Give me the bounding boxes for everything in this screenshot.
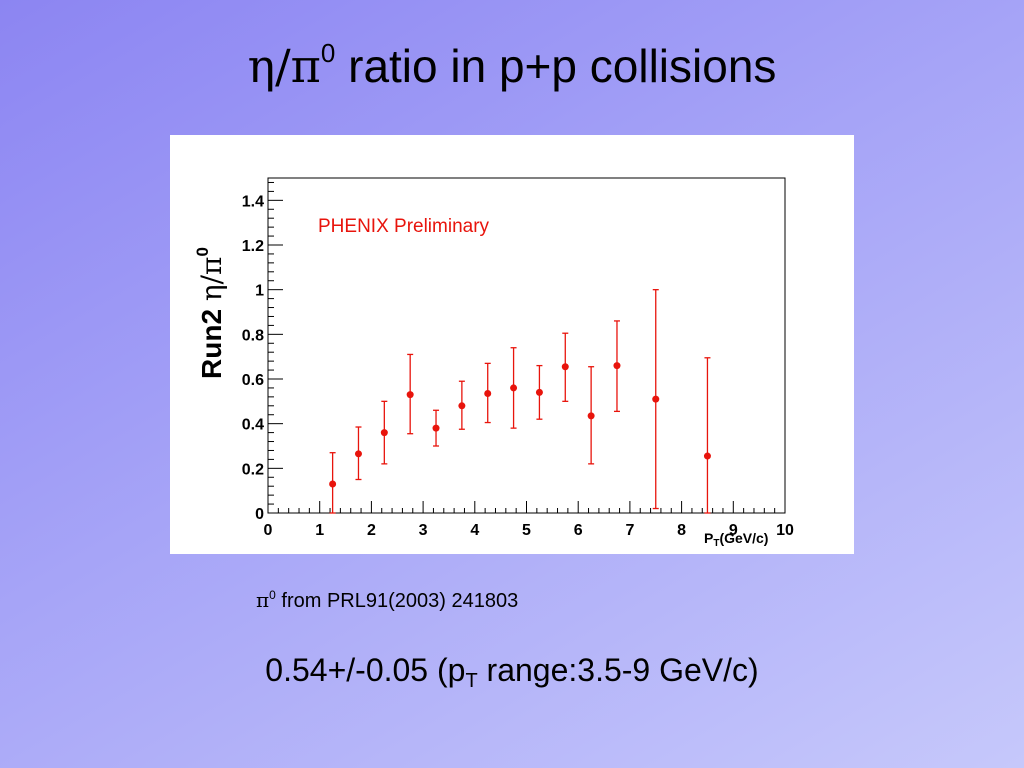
x-axis-label-rest: (GeV/c) [719,530,768,546]
data-point [613,362,621,370]
x-tick-label: 3 [419,522,428,539]
y-tick-label: 1.2 [242,238,264,255]
source-symbol: π [256,588,270,612]
y-tick-label: 0.2 [242,461,264,478]
y-tick-label: 0 [255,506,264,523]
x-axis-label: PT(GeV/c) [704,530,768,549]
data-point [652,395,660,403]
data-point [329,480,337,488]
source-text: from PRL91(2003) 241803 [275,590,519,612]
x-tick-label: 8 [677,522,686,539]
x-axis-label-sub: T [713,538,719,549]
data-point [458,402,466,410]
y-axis-label-sup: 0 [193,247,212,256]
slide-title: η/π0 ratio in p+p collisions [0,38,1024,93]
data-point [406,391,414,399]
data-point [703,452,711,460]
x-tick-label: 0 [264,522,273,539]
y-axis-label-prefix: Run2 [196,301,227,379]
y-tick-label: 0.6 [242,372,264,389]
data-point [354,450,362,458]
x-tick-label: 9 [729,522,738,539]
ratio-chart: 0 1 2 3 4 5 6 7 8 9 10 0 0.2 0.4 0.6 0.8 1 1.2 1.4 PHENIX … [193,177,794,549]
source-note: π0 from PRL91(2003) 241803 [256,588,518,613]
y-tick-label: 0.4 [242,417,264,434]
y-tick-label: 1 [255,283,264,300]
data-point [535,388,543,396]
x-tick-label: 5 [522,522,531,539]
result-suffix: range:3.5-9 GeV/c) [477,652,759,688]
result-prefix: 0.54+/-0.05 (p [265,652,466,688]
y-tick-label: 0.8 [242,327,264,344]
x-tick-label: 1 [315,522,324,539]
x-tick-label: 6 [574,522,583,539]
x-tick-label: 4 [470,522,479,539]
data-point [380,429,388,437]
x-axis-label-main: P [704,530,713,546]
data-point [510,384,518,392]
result-subscript: T [465,670,478,692]
source-superscript: 0 [269,588,276,602]
chart-annotation: PHENIX Preliminary [318,216,490,237]
title-symbol: η/π [247,39,321,93]
data-point [432,424,440,432]
data-point [484,390,492,398]
x-tick-label: 10 [776,522,794,539]
result-line: 0.54+/-0.05 (pT range:3.5-9 GeV/c) [0,652,1024,693]
data-point [587,412,595,420]
y-tick-label: 1.4 [242,193,264,210]
y-axis-label-symbol: η/π [195,257,228,302]
plot-panel: 0 1 2 3 4 5 6 7 8 9 10 0 0.2 0.4 0.6 0.8 1 1.2 1.4 PHENIX … [170,135,854,554]
x-tick-label: 7 [625,522,634,539]
chart-axes: 0 1 2 3 4 5 6 7 8 9 10 0 0.2 0.4 0.6 0.8 1 1.2 1.4 [242,181,794,539]
title-text: ratio in p+p collisions [335,40,777,92]
data-points [329,362,711,488]
x-tick-label: 2 [367,522,376,539]
data-point [561,363,569,371]
title-superscript: 0 [320,38,336,68]
y-axis-label: Run2 η/π0 [193,247,228,379]
